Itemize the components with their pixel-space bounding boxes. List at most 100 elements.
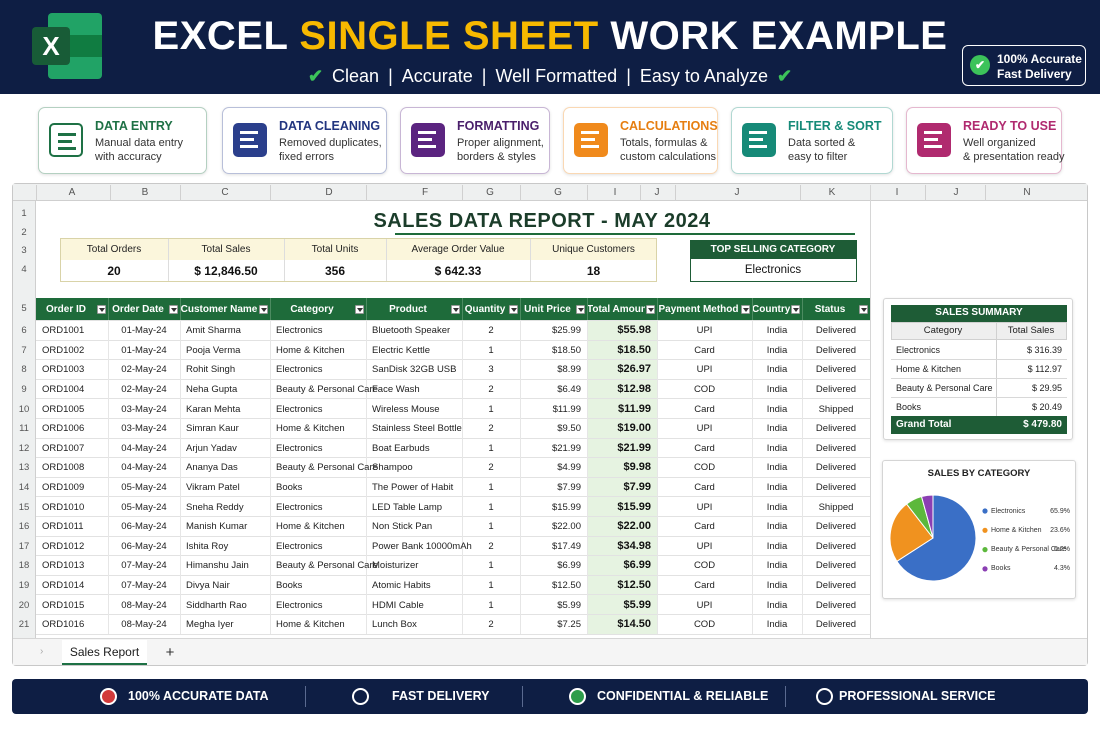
feature-text: custom calculations: [620, 151, 716, 163]
cell: Ishita Roy: [186, 540, 229, 552]
summary-total-bg: [891, 416, 1067, 434]
feature-title: FILTER & SORT: [788, 119, 882, 133]
cell: $14.50: [617, 618, 651, 631]
title-part: SINGLE SHEET: [299, 14, 599, 58]
column-letter: G: [486, 187, 494, 198]
cell: Electronics: [276, 403, 323, 415]
cell: Delivered: [815, 482, 857, 494]
cell: Card: [694, 482, 715, 494]
column-letter: J: [654, 187, 660, 198]
cell: Divya Nair: [186, 580, 230, 592]
cell: Home & Kitchen: [276, 344, 345, 356]
cell: 01-May-24: [121, 344, 167, 356]
cell: $22.00: [617, 520, 651, 533]
icon-line: [58, 147, 76, 150]
filter-button[interactable]: [741, 305, 750, 314]
header-separator: [802, 298, 803, 320]
add-tab[interactable]: +: [165, 644, 175, 661]
col-line: [587, 320, 588, 634]
column-letter: G: [554, 187, 562, 198]
filter-button[interactable]: [169, 305, 178, 314]
cell: COD: [693, 384, 716, 396]
feature-text: Data sorted &: [788, 137, 856, 149]
cell: ORD1002: [42, 344, 85, 356]
row-number: 9: [21, 384, 27, 396]
cell: $11.99: [617, 402, 651, 415]
col-line: [802, 320, 803, 634]
filter-button[interactable]: [576, 305, 585, 314]
cell: Moisturizer: [372, 560, 419, 572]
filter-button[interactable]: [355, 305, 364, 314]
summary-total: Grand Total: [896, 419, 952, 430]
cell: $15.99: [551, 501, 581, 513]
cell: COD: [693, 462, 716, 474]
kpi-divider: [530, 239, 531, 281]
cell: 03-May-24: [121, 403, 167, 415]
cell: India: [766, 344, 788, 356]
cell: $15.99: [617, 500, 651, 513]
cell: Electric Kettle: [372, 344, 431, 356]
cell: India: [766, 364, 788, 376]
cell: $4.99: [557, 462, 581, 474]
cell: Card: [694, 521, 715, 533]
filter-button[interactable]: [451, 305, 460, 314]
icon-line: [749, 145, 767, 148]
cell: 1: [488, 501, 494, 513]
filter-button[interactable]: [509, 305, 518, 314]
cell: Books: [276, 482, 303, 494]
cell: ORD1016: [42, 619, 85, 631]
cell: HDMI Cable: [372, 599, 424, 611]
sheet-tab[interactable]: Sales Report: [62, 640, 147, 665]
footer-bar: [12, 679, 1088, 714]
filter-button[interactable]: [791, 305, 800, 314]
cell: Delivered: [815, 599, 857, 611]
filter-button[interactable]: [646, 305, 655, 314]
filter-arrow: [171, 308, 177, 312]
cell: Amit Sharma: [186, 325, 241, 337]
summary-title: SALES SUMMARY: [935, 307, 1023, 318]
column-separator: [675, 185, 676, 201]
feature-card: FILTER & SORT Data sorted & easy to filter: [731, 107, 893, 174]
column-separator: [36, 185, 37, 201]
cell: $7.99: [623, 481, 651, 494]
kpi-divider: [284, 239, 285, 281]
summary-cell: Beauty & Personal Care: [896, 382, 993, 393]
cell: ORD1009: [42, 482, 85, 494]
cell: 3: [488, 364, 494, 376]
header-separator: [657, 298, 658, 320]
header-cell: Quantity: [464, 304, 506, 315]
cell: $19.00: [617, 422, 651, 435]
kpi-value: 356: [324, 264, 346, 278]
cell: 1: [488, 521, 494, 533]
cell: ORD1003: [42, 364, 85, 376]
cell: Home & Kitchen: [276, 423, 345, 435]
filter-button[interactable]: [859, 305, 868, 314]
row-number: 20: [18, 599, 30, 611]
cell: $6.49: [557, 384, 581, 396]
legend-label: Home & Kitchen: [991, 526, 1042, 534]
badge-icon: ✔: [970, 55, 990, 75]
summary-cell: $ 112.97: [1027, 363, 1062, 374]
cell: Atomic Habits: [372, 580, 431, 592]
filter-button[interactable]: [259, 305, 268, 314]
header-cell: Product: [389, 304, 427, 315]
cell: ORD1011: [42, 521, 84, 533]
cell: Delivered: [815, 540, 857, 552]
footer-icon: [100, 688, 117, 705]
cell: 01-May-24: [121, 325, 167, 337]
tagline-item: Clean: [332, 66, 380, 86]
column-letter: F: [421, 187, 429, 198]
summary-row-line: [891, 397, 1067, 398]
cell: Stainless Steel Bottle: [372, 423, 462, 435]
column-letter: A: [68, 187, 76, 198]
row-line: [36, 496, 870, 498]
badge-line: 100% Accurate: [997, 52, 1082, 66]
kpi-divider: [386, 239, 387, 281]
column-letter: C: [221, 187, 229, 198]
cell: India: [766, 580, 788, 592]
filter-button[interactable]: [97, 305, 106, 314]
cell: 05-May-24: [121, 501, 167, 513]
row-number: 7: [21, 344, 27, 356]
column-separator: [800, 185, 801, 201]
feature-title: DATA ENTRY: [95, 119, 173, 133]
